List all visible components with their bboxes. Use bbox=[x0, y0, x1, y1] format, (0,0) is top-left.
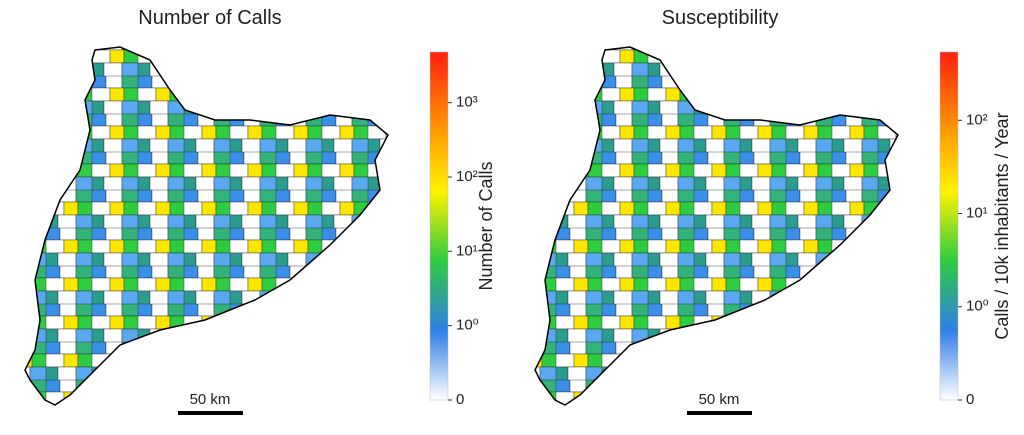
map-right bbox=[534, 46, 899, 406]
colorbar bbox=[939, 51, 959, 401]
colorbar-label: Number of Calls bbox=[476, 161, 496, 290]
colorbar-tick-label: 10³ bbox=[456, 94, 478, 111]
panel-title: Susceptibility bbox=[662, 7, 779, 29]
map-left bbox=[24, 46, 389, 406]
colorbar bbox=[429, 51, 449, 401]
scale-bar-label: 50 km bbox=[699, 391, 740, 408]
colorbar-tick-label: 10² bbox=[456, 168, 478, 185]
colorbar-tick-label: 10¹ bbox=[456, 242, 478, 259]
colorbar-tick-label: 0 bbox=[966, 391, 974, 408]
colorbar-tick-label: 10⁰ bbox=[456, 317, 479, 334]
colorbar-tick-label: 10¹ bbox=[966, 204, 988, 221]
colorbar-tick-label: 0 bbox=[456, 391, 464, 408]
colorbar-label: Calls / 10k inhabitants / Year bbox=[992, 112, 1012, 339]
scale-bar-label: 50 km bbox=[190, 391, 231, 408]
colorbar-tick-label: 10⁰ bbox=[966, 298, 989, 315]
panel-title: Number of Calls bbox=[138, 7, 281, 29]
colorbar-tick-label: 10² bbox=[966, 111, 988, 128]
